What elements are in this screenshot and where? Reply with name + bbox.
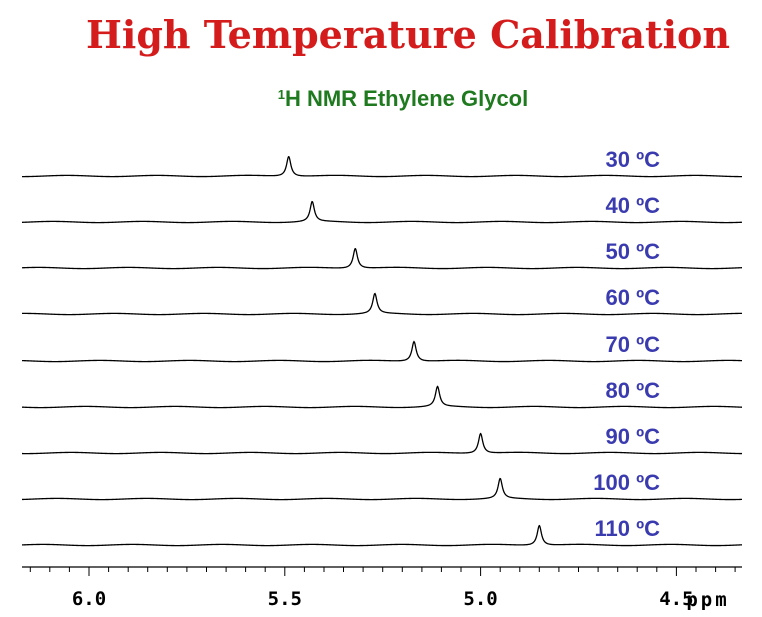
subtitle-superscript: 1 — [278, 87, 285, 102]
spectrum-trace-1 — [22, 155, 742, 178]
x-tick-label: 4.5 — [659, 588, 693, 610]
chart-subtitle: 1H NMR Ethylene Glycol — [278, 86, 529, 111]
spectrum-trace-6 — [21, 385, 743, 409]
temperature-label: 90 ºC — [605, 424, 660, 449]
spectrum-trace-4 — [21, 292, 742, 316]
temperature-label: 100 ºC — [593, 470, 660, 495]
temperature-label: 60 ºC — [605, 285, 660, 310]
subtitle-text: H NMR Ethylene Glycol — [285, 86, 528, 111]
temperature-labels: 30 ºC 40 ºC 50 ºC 60 ºC 70 ºC 80 ºC 90 ºC 100 º… — [593, 147, 660, 541]
temperature-label: 50 ºC — [605, 239, 660, 264]
temperature-label: 70 ºC — [605, 332, 660, 357]
x-axis-label: ppm — [686, 589, 729, 611]
spectrum-trace-2 — [21, 200, 743, 224]
x-tick-label: 5.0 — [463, 588, 497, 610]
temperature-label: 30 ºC — [605, 147, 660, 172]
spectrum-trace-5 — [21, 340, 743, 363]
temperature-label: 110 ºC — [594, 516, 660, 541]
chart-title: High Temperature Calibration — [86, 12, 730, 57]
spectrum-trace-9 — [21, 524, 743, 547]
x-tick-label: 5.5 — [268, 588, 302, 610]
x-axis: 6.05.55.04.54.03.5 ppm — [22, 566, 742, 611]
spectrum-trace-8 — [21, 477, 743, 501]
spectrum-trace-3 — [21, 247, 743, 270]
x-tick-label: 6.0 — [72, 588, 106, 610]
spectrum-trace-7 — [21, 432, 742, 455]
spectra-traces — [21, 155, 743, 547]
temperature-label: 80 ºC — [605, 378, 660, 403]
temperature-label: 40 ºC — [605, 193, 660, 218]
x-axis-ticks: 6.05.55.04.54.03.5 — [29, 567, 736, 610]
